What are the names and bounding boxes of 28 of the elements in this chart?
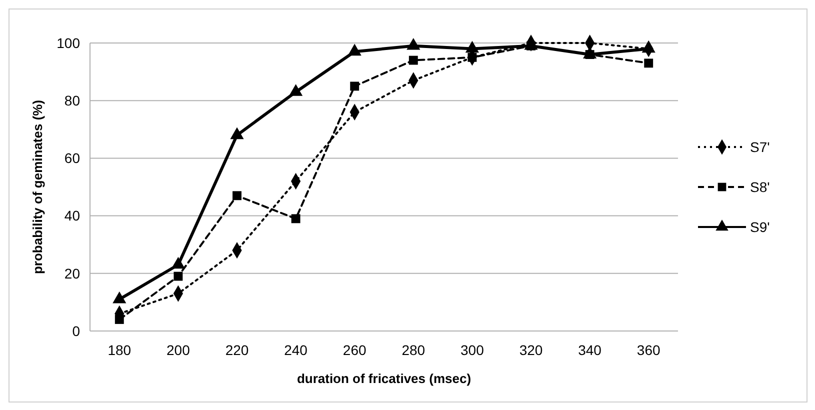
y-axis-title: probability of geminates (%)	[30, 100, 45, 274]
x-tick-label: 240	[284, 342, 308, 358]
y-tick-label: 0	[72, 322, 80, 339]
x-tick-label: 180	[108, 342, 132, 358]
legend-label: S8'	[750, 178, 770, 195]
x-tick-label: 280	[402, 342, 426, 358]
x-tick-label: 200	[166, 342, 190, 358]
point	[232, 191, 242, 200]
x-tick-label: 220	[225, 342, 249, 358]
point	[174, 272, 183, 281]
y-tick-label: 40	[64, 208, 80, 224]
x-tick-label: 300	[460, 342, 484, 358]
x-tick-label: 340	[578, 342, 602, 358]
y-tick-label: 20	[64, 265, 80, 282]
legend-label: S7'	[750, 138, 770, 155]
x-axis-title: duration of fricatives (msec)	[296, 371, 472, 386]
point	[350, 82, 360, 91]
x-tick-label: 320	[519, 342, 543, 358]
y-tick-label: 60	[64, 150, 80, 166]
point	[291, 214, 300, 224]
y-tick-label: 80	[64, 92, 80, 108]
point	[408, 56, 418, 65]
y-tick-label: 100	[56, 34, 80, 51]
point	[644, 58, 654, 68]
x-tick-label: 360	[636, 342, 660, 358]
legend-label: S9'	[750, 218, 770, 235]
point	[114, 315, 124, 324]
x-tick-label: 260	[342, 342, 366, 358]
